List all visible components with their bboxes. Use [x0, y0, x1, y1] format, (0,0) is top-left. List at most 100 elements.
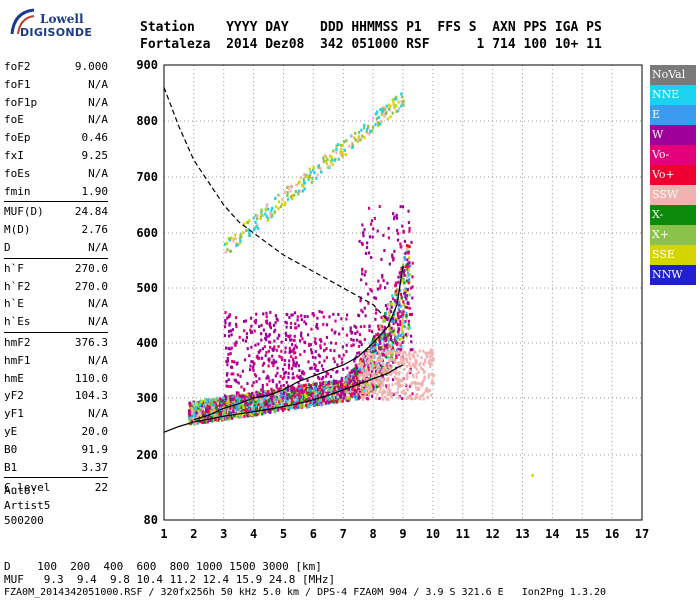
echo-point [388, 311, 391, 315]
echo-point [355, 338, 359, 342]
echo-point [303, 173, 306, 177]
echo-point [411, 275, 414, 279]
echo-point [364, 270, 367, 274]
echo-point [279, 402, 282, 406]
echo-point [350, 370, 353, 374]
echo-point [220, 399, 224, 403]
echo-point [226, 417, 229, 421]
echo-point [242, 406, 245, 410]
echo-point [313, 372, 316, 376]
echo-point [215, 404, 218, 408]
echo-point [281, 409, 285, 413]
echo-point [317, 388, 320, 392]
echo-point [301, 337, 304, 341]
echo-point [376, 358, 379, 362]
echo-point [422, 362, 425, 366]
echo-point [216, 401, 220, 405]
echo-point [230, 372, 233, 376]
echo-point [379, 381, 383, 385]
echo-point [393, 302, 397, 306]
echo-point [396, 351, 399, 355]
echo-point [313, 171, 316, 175]
echo-point [387, 362, 390, 366]
echo-point [234, 233, 237, 237]
echo-point [258, 398, 261, 402]
echo-point [403, 288, 406, 292]
echo-point [249, 316, 253, 320]
echo-point [384, 344, 387, 348]
echo-point [300, 318, 303, 322]
echo-point [396, 341, 399, 345]
echo-point [383, 114, 386, 118]
echo-point [293, 347, 296, 351]
echo-point [190, 414, 193, 418]
echo-point [367, 124, 370, 128]
echo-point [412, 355, 415, 359]
echo-point [369, 129, 372, 133]
echo-point [241, 369, 244, 373]
echo-point [197, 409, 200, 413]
echo-point [319, 399, 322, 403]
echo-point [197, 404, 200, 408]
echo-point [390, 305, 393, 309]
echo-point [343, 393, 346, 397]
echo-point [222, 400, 226, 404]
echo-point [355, 395, 359, 399]
echo-point [411, 353, 414, 357]
echo-point [376, 372, 379, 376]
echo-point [386, 343, 389, 347]
echo-point [399, 355, 402, 359]
echo-point [382, 233, 385, 237]
echo-point [227, 399, 230, 403]
echo-point [338, 394, 342, 398]
echo-point [277, 333, 281, 337]
echo-point [294, 407, 297, 411]
echo-point [341, 150, 344, 154]
echo-point [275, 317, 278, 321]
echo-point [207, 409, 210, 413]
echo-point [408, 227, 411, 231]
echo-point [290, 355, 293, 359]
echo-point [195, 420, 199, 424]
echo-point [235, 242, 238, 246]
echo-point [362, 354, 365, 358]
echo-point [350, 134, 353, 138]
echo-point [339, 150, 342, 154]
echo-point [284, 395, 287, 399]
echo-point [289, 321, 293, 325]
echo-point [308, 175, 312, 179]
echo-point [246, 382, 249, 386]
echo-point [219, 399, 222, 403]
echo-point [393, 315, 396, 319]
echo-point [426, 351, 429, 355]
echo-point [205, 410, 209, 414]
echo-point [250, 394, 253, 398]
echo-point [235, 325, 238, 329]
param-value: 376.3 [74, 335, 108, 349]
echo-point [362, 371, 366, 375]
echo-point [376, 385, 379, 389]
echo-point [340, 357, 344, 361]
echo-point [352, 338, 355, 342]
echo-point [373, 343, 377, 347]
echo-point [226, 359, 230, 363]
echo-point [383, 286, 387, 290]
echo-point [304, 383, 307, 387]
echo-point [365, 245, 369, 249]
echo-point [274, 374, 277, 378]
echo-point [363, 394, 367, 398]
echo-point [357, 314, 361, 318]
echo-point [407, 395, 410, 399]
echo-point [226, 395, 229, 399]
echo-point [321, 377, 324, 381]
param-name: yF2 [4, 389, 24, 403]
echo-point [292, 376, 296, 380]
echo-point [390, 393, 393, 397]
echo-point [380, 373, 383, 377]
echo-point [253, 319, 256, 323]
echo-point [357, 370, 360, 374]
echo-point [264, 402, 267, 406]
echo-point [236, 408, 239, 412]
echo-point [308, 386, 311, 390]
echo-point [420, 356, 423, 360]
